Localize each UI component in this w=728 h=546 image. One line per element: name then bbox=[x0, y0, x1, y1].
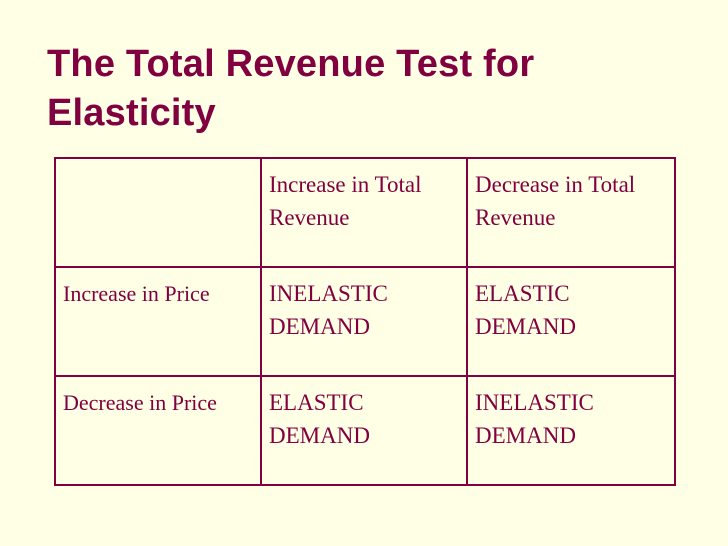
table-cell: ELASTIC DEMAND bbox=[260, 375, 468, 486]
table-corner-cell bbox=[54, 157, 262, 268]
table-cell: ELASTIC DEMAND bbox=[466, 266, 676, 377]
table-row: Decrease in Price ELASTIC DEMAND INELAST… bbox=[54, 375, 676, 486]
table-cell: INELASTIC DEMAND bbox=[260, 266, 468, 377]
column-header-decrease-total-revenue: Decrease in Total Revenue bbox=[466, 157, 676, 268]
row-header-increase-in-price: Increase in Price bbox=[54, 266, 262, 377]
slide-title: The Total Revenue Test for Elasticity bbox=[47, 43, 535, 134]
row-header-decrease-in-price: Decrease in Price bbox=[54, 375, 262, 486]
elasticity-table: Increase in Total Revenue Decrease in To… bbox=[54, 157, 676, 486]
column-header-increase-total-revenue: Increase in Total Revenue bbox=[260, 157, 468, 268]
table-cell: INELASTIC DEMAND bbox=[466, 375, 676, 486]
table-header-row: Increase in Total Revenue Decrease in To… bbox=[54, 157, 676, 268]
table-row: Increase in Price INELASTIC DEMAND ELAST… bbox=[54, 266, 676, 377]
